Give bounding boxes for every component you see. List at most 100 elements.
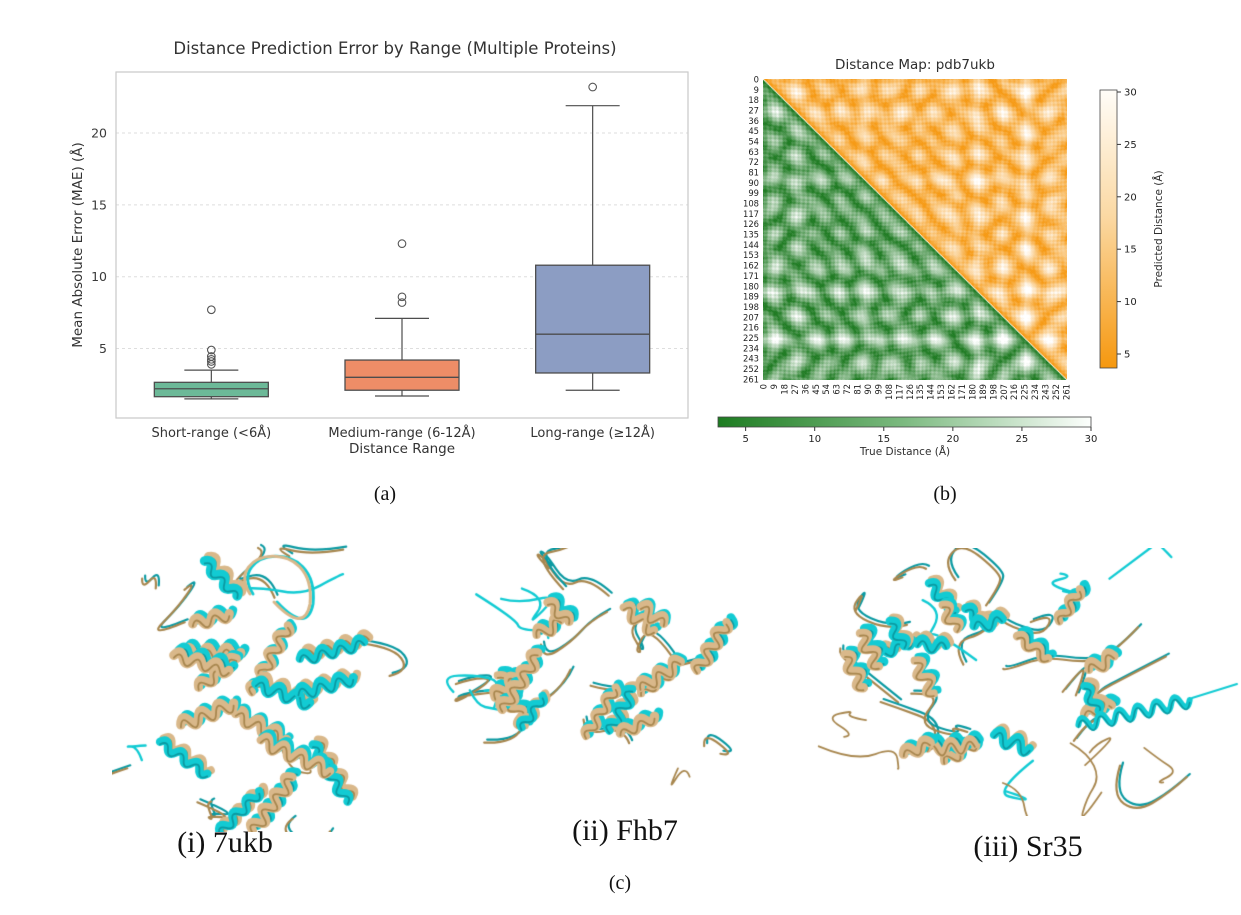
- heatmap-y-tick-label: 81: [748, 168, 759, 178]
- heatmap-y-tick-label: 63: [748, 147, 759, 157]
- box: [153, 381, 269, 398]
- heatmap-x-tick-label: 63: [832, 384, 842, 395]
- heatmap-x-tick-label: 261: [1061, 384, 1071, 400]
- heatmap-x-tick-label: 234: [1030, 384, 1040, 400]
- heatmap-x-tick-label: 27: [790, 384, 800, 395]
- heatmap-y-tick-label: 27: [748, 105, 759, 115]
- cbar-tick-label: 30: [1085, 434, 1098, 445]
- heatmap-x-tick-label: 18: [779, 384, 789, 395]
- outlier-point: [206, 357, 216, 366]
- true-distance-colorbar: [717, 416, 1092, 428]
- subfigure-caption-c: (c): [608, 872, 632, 894]
- heatmap-x-tick-label: 162: [947, 384, 957, 400]
- boxplot-x-axis-label: Distance Range: [349, 441, 455, 457]
- protein-label-7ukb: (i) 7ukb: [177, 826, 273, 859]
- outlier-point: [206, 345, 216, 355]
- heatmap-y-tick-label: 72: [748, 157, 759, 167]
- box: [535, 264, 651, 374]
- heatmap-y-tick-label: 45: [748, 126, 759, 136]
- heatmap-panel: Distance Map: pdb7ukb Predicted Distance…: [715, 55, 1241, 470]
- heatmap-x-tick-label: 189: [978, 384, 988, 400]
- heatmap-x-tick-label: 135: [915, 384, 925, 400]
- protein-label-fhb7: (ii) Fhb7: [572, 814, 678, 847]
- cbar-tick-label: 15: [877, 434, 890, 445]
- heatmap-x-tick-label: 198: [988, 384, 998, 400]
- heatmap-x-tick-label: 225: [1020, 384, 1030, 400]
- subfigure-caption-a: (a): [373, 483, 397, 505]
- heatmap-y-tick-label: 54: [748, 137, 759, 147]
- heatmap-y-tick-label: 153: [743, 250, 759, 260]
- heatmap-x-tick-label: 216: [1009, 384, 1019, 400]
- heatmap-y-tick-label: 90: [748, 178, 759, 188]
- heatmap-y-tick-label: 108: [743, 199, 759, 209]
- heatmap-x-tick-label: 9: [769, 384, 779, 389]
- x-category-label: Short-range (<6Å): [151, 425, 271, 441]
- outlier-point: [206, 305, 216, 315]
- cbar-tick-label: 20: [946, 434, 959, 445]
- heatmap-y-tick-label: 198: [743, 302, 759, 312]
- x-category-label: Long-range (≥12Å): [530, 425, 655, 441]
- heatmap-x-tick-label: 252: [1051, 384, 1061, 400]
- heatmap-x-tick-label: 0: [759, 384, 769, 389]
- heatmap-y-tick-label: 207: [743, 312, 759, 322]
- outlier-point: [206, 352, 216, 361]
- heatmap-axes-overlay: Distance Map: pdb7ukb Predicted Distance…: [717, 57, 1165, 458]
- outlier-point: [397, 298, 407, 307]
- plot-frame: [115, 71, 689, 419]
- subfigure-caption-b: (b): [933, 483, 957, 505]
- y-tick-label: 5: [99, 341, 107, 356]
- cbar-tick-label: 20: [1124, 192, 1137, 203]
- outlier-point: [397, 239, 407, 248]
- protein-label-sr35: (iii) Sr35: [973, 830, 1083, 863]
- cbar-tick-label: 15: [1124, 245, 1137, 256]
- predicted-distance-colorbar: [1099, 89, 1118, 369]
- heatmap-y-tick-label: 216: [743, 323, 759, 333]
- heatmap-tick-labels: 0099181827273636454554546363727281819090…: [742, 74, 1136, 445]
- heatmap-y-tick-label: 135: [743, 230, 759, 240]
- heatmap-x-tick-label: 45: [811, 384, 821, 395]
- distance-map-image: [763, 79, 1067, 380]
- protein-structure-sr35: [788, 548, 1241, 816]
- heatmap-y-tick-label: 234: [743, 343, 759, 353]
- true-colorbar-label: True Distance (Å): [859, 445, 950, 458]
- cbar-tick-label: 30: [1124, 88, 1137, 99]
- heatmap-x-tick-label: 180: [967, 384, 977, 400]
- y-tick-label: 20: [91, 126, 107, 141]
- heatmap-x-tick-label: 54: [821, 384, 831, 395]
- heatmap-y-tick-label: 0: [754, 74, 759, 84]
- heatmap-y-tick-label: 36: [748, 116, 759, 126]
- heatmap-y-tick-label: 18: [748, 95, 759, 105]
- heatmap-x-tick-label: 99: [873, 384, 883, 395]
- heatmap-x-tick-label: 72: [842, 384, 852, 395]
- heatmap-y-tick-label: 9: [754, 85, 759, 95]
- outlier-point: [206, 354, 216, 364]
- cbar-tick-label: 10: [1124, 297, 1137, 308]
- protein-structure-7ukb: [112, 532, 412, 832]
- heatmap-y-tick-label: 189: [743, 292, 759, 302]
- x-category-label: Medium-range (6-12Å): [328, 425, 475, 441]
- heatmap-x-tick-label: 36: [800, 384, 810, 395]
- heatmap-x-tick-label: 243: [1041, 384, 1051, 400]
- outlier-point: [588, 82, 598, 92]
- heatmap-y-tick-label: 261: [743, 374, 759, 384]
- heatmap-x-tick-label: 207: [999, 384, 1009, 400]
- heatmap-y-tick-label: 126: [743, 219, 759, 229]
- heatmap-x-tick-label: 171: [957, 384, 967, 400]
- boxplot-panel: Distance Prediction Error by Range (Mult…: [69, 39, 689, 457]
- heatmap-y-tick-label: 225: [743, 333, 759, 343]
- heatmap-y-tick-label: 117: [743, 209, 759, 219]
- boxplot-content: 5 10 15 20 Short-range (<6Å) Medium-range (6-…: [91, 71, 689, 441]
- heatmap-title: Distance Map: pdb7ukb: [835, 57, 995, 73]
- cbar-tick-label: 25: [1016, 434, 1029, 445]
- cbar-tick-label: 5: [1124, 350, 1130, 361]
- heatmap-x-tick-label: 90: [863, 384, 873, 395]
- outlier-point: [397, 292, 407, 302]
- y-tick-label: 15: [91, 197, 107, 212]
- cbar-tick-label: 25: [1124, 140, 1137, 151]
- heatmap-y-tick-label: 171: [743, 271, 759, 281]
- boxplot-y-axis-label: Mean Absolute Error (MAE) (Å): [69, 142, 86, 348]
- heatmap-x-tick-label: 153: [936, 384, 946, 400]
- boxplot-title: Distance Prediction Error by Range (Mult…: [173, 39, 616, 58]
- heatmap-x-tick-label: 81: [853, 384, 863, 395]
